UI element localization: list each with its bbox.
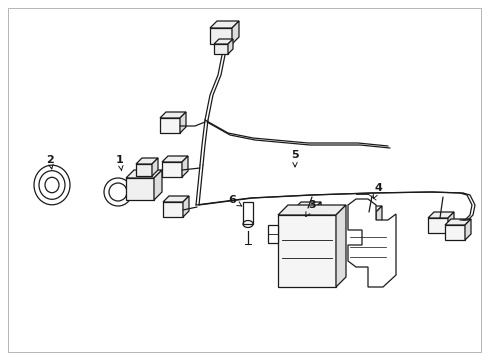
Polygon shape [427, 218, 447, 233]
Text: 4: 4 [372, 183, 381, 199]
Polygon shape [163, 196, 189, 202]
Polygon shape [294, 208, 314, 223]
Text: 2: 2 [46, 155, 54, 169]
Polygon shape [444, 219, 470, 225]
Polygon shape [278, 215, 335, 287]
Polygon shape [152, 158, 158, 176]
Polygon shape [447, 212, 453, 233]
Polygon shape [136, 158, 158, 164]
Polygon shape [214, 39, 232, 44]
Polygon shape [126, 170, 162, 178]
Polygon shape [160, 118, 180, 133]
Polygon shape [209, 28, 231, 44]
Text: 6: 6 [227, 195, 241, 206]
Text: 5: 5 [290, 150, 298, 167]
Polygon shape [160, 112, 185, 118]
Polygon shape [314, 202, 320, 223]
Polygon shape [278, 205, 346, 215]
Polygon shape [347, 199, 395, 287]
Polygon shape [444, 225, 464, 240]
Polygon shape [427, 212, 453, 218]
Polygon shape [294, 202, 320, 208]
Polygon shape [375, 206, 381, 227]
Polygon shape [227, 39, 232, 54]
Polygon shape [180, 112, 185, 133]
Polygon shape [335, 205, 346, 287]
Text: 1: 1 [116, 155, 123, 171]
Polygon shape [464, 219, 470, 240]
Polygon shape [231, 21, 239, 44]
Polygon shape [355, 206, 381, 212]
Polygon shape [355, 212, 375, 227]
Polygon shape [154, 170, 162, 200]
Text: 3: 3 [305, 200, 315, 217]
Polygon shape [136, 164, 152, 176]
Polygon shape [183, 196, 189, 217]
Polygon shape [214, 44, 227, 54]
Polygon shape [267, 225, 278, 243]
Polygon shape [162, 156, 187, 162]
Polygon shape [243, 202, 252, 224]
Polygon shape [182, 156, 187, 177]
Polygon shape [162, 162, 182, 177]
Polygon shape [163, 202, 183, 217]
Polygon shape [126, 178, 154, 200]
Polygon shape [209, 21, 239, 28]
